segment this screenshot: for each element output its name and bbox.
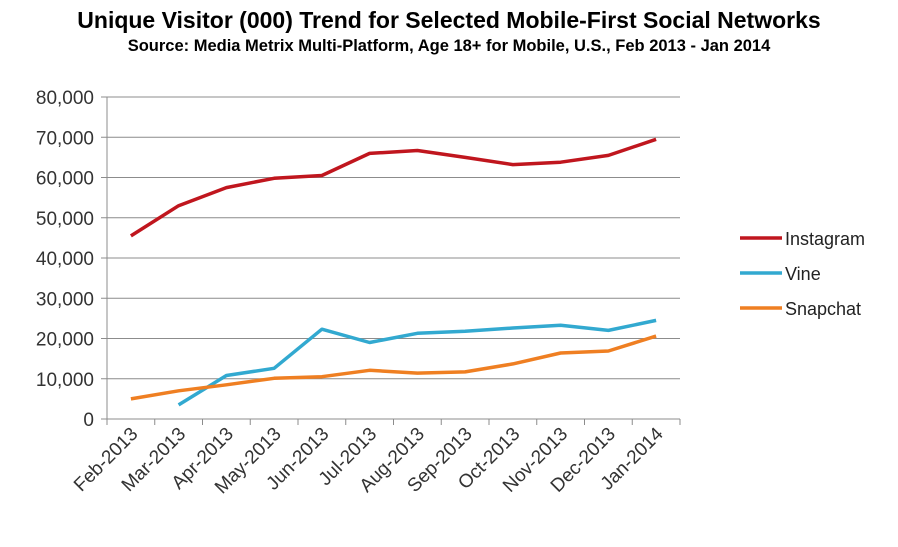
- x-axis-tick-labels: Feb-2013Mar-2013Apr-2013May-2013Jun-2013…: [70, 423, 668, 498]
- y-tick-label: 0: [83, 410, 94, 431]
- chart-subtitle: Source: Media Metrix Multi-Platform, Age…: [127, 37, 771, 55]
- series-line-vine: [177, 318, 657, 407]
- legend: Instagram Vine Snapchat: [740, 229, 865, 319]
- legend-label: Vine: [785, 264, 821, 284]
- y-tick-label: 50,000: [36, 209, 94, 230]
- y-tick-label: 60,000: [36, 169, 94, 190]
- y-axis-tick-labels: 0 10,000 20,000 30,000 40,000 50,000 60,000 70,…: [36, 88, 94, 431]
- y-tick-label: 20,000: [36, 330, 94, 351]
- series-line-snapchat: [130, 334, 657, 401]
- y-tick-label: 30,000: [36, 289, 94, 310]
- chart-title: Unique Visitor (000) Trend for Selected …: [77, 7, 821, 33]
- y-tick-label: 40,000: [36, 249, 94, 270]
- legend-label: Instagram: [785, 229, 865, 249]
- axes: [101, 96, 681, 425]
- y-tick-label: 80,000: [36, 88, 94, 109]
- legend-label: Snapchat: [785, 299, 861, 319]
- y-tick-label: 70,000: [36, 128, 94, 149]
- y-tick-label: 10,000: [36, 370, 94, 391]
- series-lines: [129, 137, 657, 407]
- series-line-instagram: [129, 137, 657, 238]
